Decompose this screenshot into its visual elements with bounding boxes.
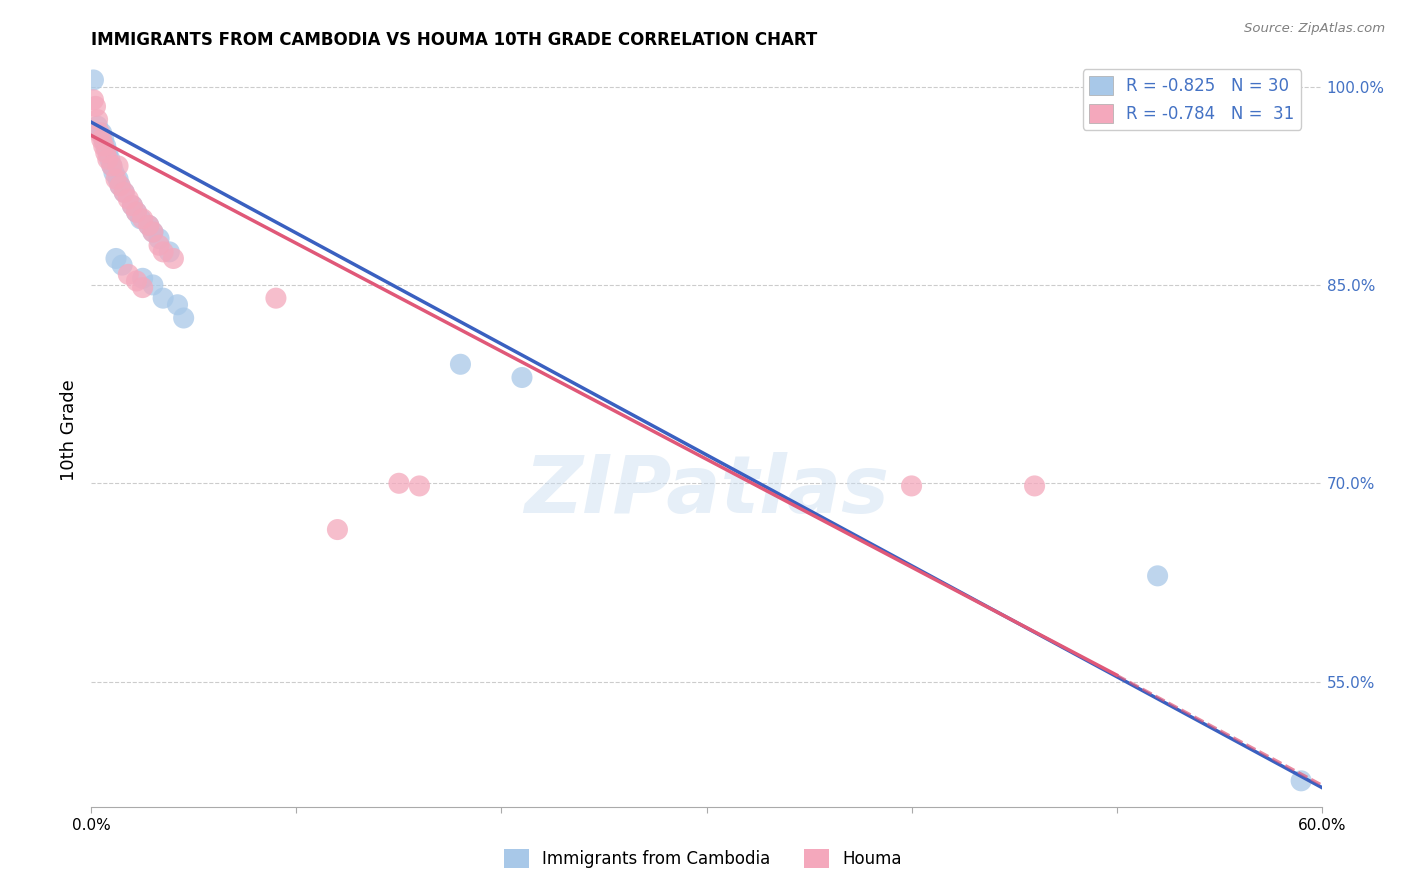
Text: Source: ZipAtlas.com: Source: ZipAtlas.com [1244, 22, 1385, 36]
Point [112, 186, 135, 200]
Legend: Immigrants from Cambodia, Houma: Immigrants from Cambodia, Houma [498, 842, 908, 875]
Point [129, 211, 152, 226]
Point [138, 219, 160, 233]
Point [82, 73, 104, 87]
Point [157, 244, 180, 259]
Point [326, 523, 349, 537]
Point [142, 225, 165, 239]
Point [1146, 569, 1168, 583]
Point [125, 274, 148, 288]
Point [94, 145, 117, 160]
Point [142, 277, 165, 292]
Point [108, 178, 131, 193]
Point [89, 126, 111, 140]
Point [86, 120, 108, 134]
Y-axis label: 10th Grade: 10th Grade [59, 379, 77, 482]
Point [121, 198, 143, 212]
Point [148, 238, 170, 252]
Point [107, 172, 129, 186]
Point [1289, 773, 1312, 788]
Point [93, 139, 115, 153]
Point [103, 165, 125, 179]
Point [264, 291, 287, 305]
Point [105, 172, 127, 186]
Point [131, 211, 153, 226]
Point [900, 479, 922, 493]
Point [162, 252, 184, 266]
Point [82, 93, 104, 107]
Point [84, 99, 107, 113]
Point [142, 225, 165, 239]
Point [101, 159, 124, 173]
Point [101, 159, 124, 173]
Point [112, 186, 135, 200]
Point [125, 205, 148, 219]
Point [98, 153, 121, 167]
Point [117, 268, 139, 282]
Point [97, 145, 120, 160]
Point [93, 132, 115, 146]
Point [94, 139, 117, 153]
Point [107, 159, 129, 173]
Legend: R = -0.825   N = 30, R = -0.784   N =  31: R = -0.825 N = 30, R = -0.784 N = 31 [1083, 70, 1301, 129]
Point [1024, 479, 1046, 493]
Point [449, 357, 471, 371]
Point [97, 153, 120, 167]
Point [90, 132, 112, 146]
Point [111, 258, 134, 272]
Point [131, 280, 153, 294]
Text: ZIPatlas: ZIPatlas [524, 451, 889, 530]
Point [108, 178, 131, 193]
Point [131, 271, 153, 285]
Point [173, 310, 195, 325]
Point [408, 479, 430, 493]
Point [148, 232, 170, 246]
Text: IMMIGRANTS FROM CAMBODIA VS HOUMA 10TH GRADE CORRELATION CHART: IMMIGRANTS FROM CAMBODIA VS HOUMA 10TH G… [91, 31, 818, 49]
Point [166, 298, 188, 312]
Point [86, 112, 108, 127]
Point [121, 198, 143, 212]
Point [152, 244, 174, 259]
Point [388, 476, 411, 491]
Point [105, 252, 127, 266]
Point [152, 291, 174, 305]
Point [117, 192, 139, 206]
Point [510, 370, 533, 384]
Point [90, 126, 112, 140]
Point [125, 205, 148, 219]
Point [138, 219, 160, 233]
